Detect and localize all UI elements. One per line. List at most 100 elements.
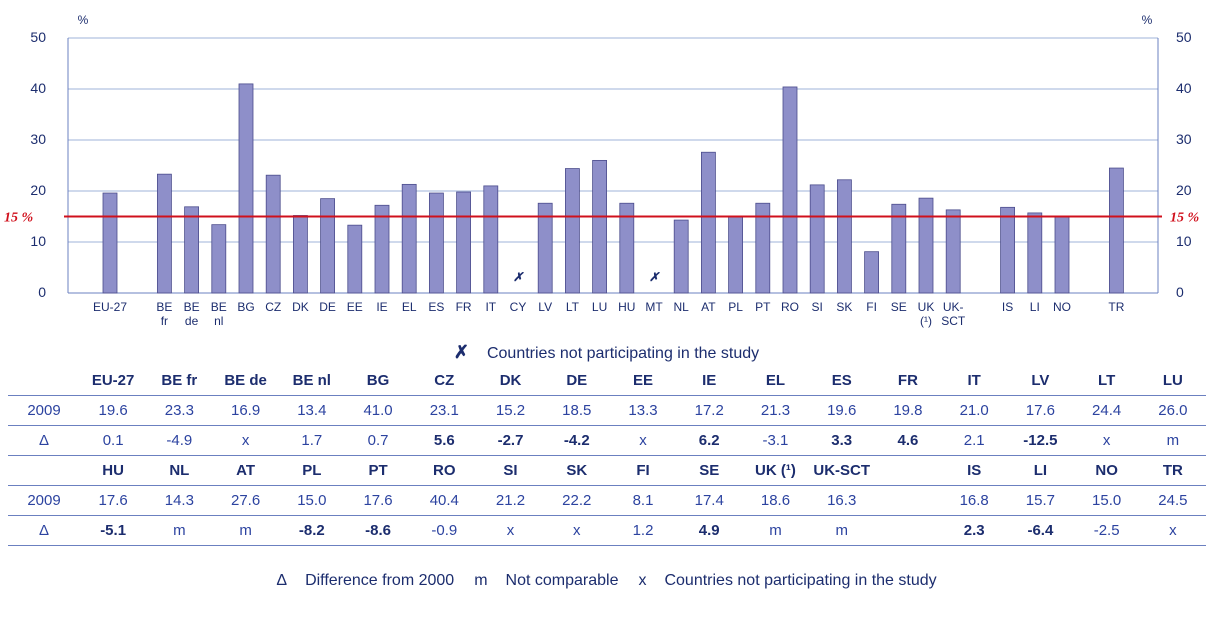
table-cell: PL	[278, 455, 345, 486]
footer-item: x Countries not participating in the stud…	[638, 572, 936, 589]
footer-item: Δ Difference from 2000	[276, 572, 454, 589]
x-tick-label: DE	[319, 300, 336, 314]
footer-symbol: m	[474, 572, 488, 589]
table-cell: x	[1139, 515, 1206, 546]
table-cell: BE fr	[146, 366, 213, 396]
x-tick-label: IT	[485, 300, 496, 314]
x-tick-label: LT	[566, 300, 580, 314]
table-cell: 27.6	[212, 485, 279, 516]
bar	[537, 202, 553, 294]
table-cell: 41.0	[344, 395, 412, 426]
x-tick-label: BE fr	[156, 300, 172, 328]
table-cell: UK-SCT	[808, 455, 875, 486]
table-cell: 19.8	[874, 395, 942, 426]
bar	[918, 197, 934, 294]
y-tick-label: 10	[30, 233, 46, 249]
table-cell: 40.4	[411, 485, 478, 516]
table-cell: 23.3	[146, 395, 213, 426]
table-cell: IT	[941, 366, 1008, 396]
table-cell: 3.3	[808, 425, 875, 456]
bar	[428, 192, 444, 294]
y2-tick-label: 30	[1176, 131, 1192, 147]
table-cell: NO	[1073, 455, 1140, 486]
table-cell: DE	[543, 366, 610, 396]
table-cell: TR	[1139, 455, 1206, 486]
table-cell: 17.6	[80, 485, 147, 516]
chart: % % 0 0 10 10 20 20 30 30 40 40 50 50 EU-27 BE fr BE de B…	[4, 13, 1199, 328]
table-cell: -3.1	[742, 425, 809, 456]
x-tick-label: PL	[728, 300, 743, 314]
x-tick-label: FI	[866, 300, 877, 314]
x-tick-label: HU	[618, 300, 635, 314]
table-cell: 17.6	[344, 485, 412, 516]
table-cell: CZ	[411, 366, 478, 396]
table-cell: 24.5	[1139, 485, 1206, 516]
table-row: HU NL AT PL PT RO SI SK FI SE UK (¹) UK-SCT IS LI NO TR	[8, 455, 1206, 486]
table-cell: FI	[609, 455, 677, 486]
x-tick-label: UK (¹)	[918, 300, 935, 328]
bar	[864, 251, 879, 294]
x-tick-label: UK-SCT	[941, 300, 966, 328]
table-cell	[874, 515, 942, 546]
table-cell: 2009	[8, 395, 80, 426]
table-cell: LT	[1073, 366, 1140, 396]
bar	[238, 83, 254, 294]
y-tick-label: 30	[30, 131, 46, 147]
bar	[891, 203, 907, 294]
legend-text: Countries not participating in the study	[486, 345, 760, 362]
table-row: Δ -5.1 m m -8.2 -8.6 -0.9 x x 1.2 4.9 m m 2.3 -6.4 -2.5…	[8, 515, 1206, 546]
x-tick-label: IE	[376, 300, 387, 314]
bar	[184, 206, 200, 294]
table-cell: IE	[676, 366, 743, 396]
table-cell: x	[543, 515, 610, 546]
table-cell: LU	[1139, 366, 1206, 396]
bar	[1054, 216, 1070, 294]
table-cell: -12.5	[1007, 425, 1074, 456]
y2-tick-label: 40	[1176, 80, 1192, 96]
table-cell	[874, 455, 942, 486]
table-cell: 0.7	[344, 425, 412, 456]
table-cell: -2.5	[1073, 515, 1140, 546]
footer-text: Countries not participating in the study	[664, 572, 937, 589]
table-cell: 17.6	[1007, 395, 1074, 426]
table-cell: 23.1	[411, 395, 478, 426]
table-cell: EL	[742, 366, 809, 396]
table-cell: 21.0	[941, 395, 1008, 426]
footer-text: Difference from 2000	[305, 572, 455, 589]
table-cell	[8, 366, 80, 396]
bar	[401, 183, 417, 294]
table-cell	[874, 485, 942, 516]
table-cell: -4.2	[543, 425, 610, 456]
bar	[374, 204, 390, 294]
table-cell: x	[477, 515, 544, 546]
x-tick-label: BE de	[184, 300, 200, 328]
table-cell: 15.0	[1073, 485, 1140, 516]
table-cell: Δ	[8, 425, 80, 456]
table-cell: BE nl	[278, 366, 345, 396]
table-cell: 16.9	[212, 395, 279, 426]
x-tick-label: ES	[428, 300, 444, 314]
x-tick-label: CY	[510, 300, 527, 314]
legend-symbol: ✗	[453, 342, 469, 362]
x-tick-label: DK	[292, 300, 309, 314]
x-tick-label: EU-27	[93, 300, 127, 314]
chart-legend: ✗ Countries not participating in the stud…	[0, 342, 1213, 363]
table-cell: BG	[344, 366, 412, 396]
footer-legend: Δ Difference from 2000 m Not comparable x Cou…	[0, 572, 1213, 590]
reference-label: 15 %	[1170, 211, 1199, 226]
bar	[1000, 206, 1015, 294]
x-tick-label: NO	[1053, 300, 1071, 314]
bar	[701, 151, 716, 294]
table-cell: EE	[609, 366, 677, 396]
table-row: Δ 0.1 -4.9 x 1.7 0.7 5.6 -2.7 -4.2 x 6.2 -3.1 3.3 4.6…	[8, 425, 1206, 456]
table-cell: Δ	[8, 515, 80, 546]
table-cell: -8.2	[278, 515, 345, 546]
table-cell: 2.3	[941, 515, 1008, 546]
data-table: EU-27 BE fr BE de BE nl BG CZ DK DE EE IE EL ES FR IT…	[8, 366, 1206, 546]
table-cell: -4.9	[146, 425, 213, 456]
x-tick-label: BE nl	[211, 300, 227, 328]
footer-symbol: x	[638, 572, 647, 589]
x-tick-label: AT	[701, 300, 716, 314]
table-cell	[8, 455, 80, 486]
bar	[483, 185, 499, 294]
